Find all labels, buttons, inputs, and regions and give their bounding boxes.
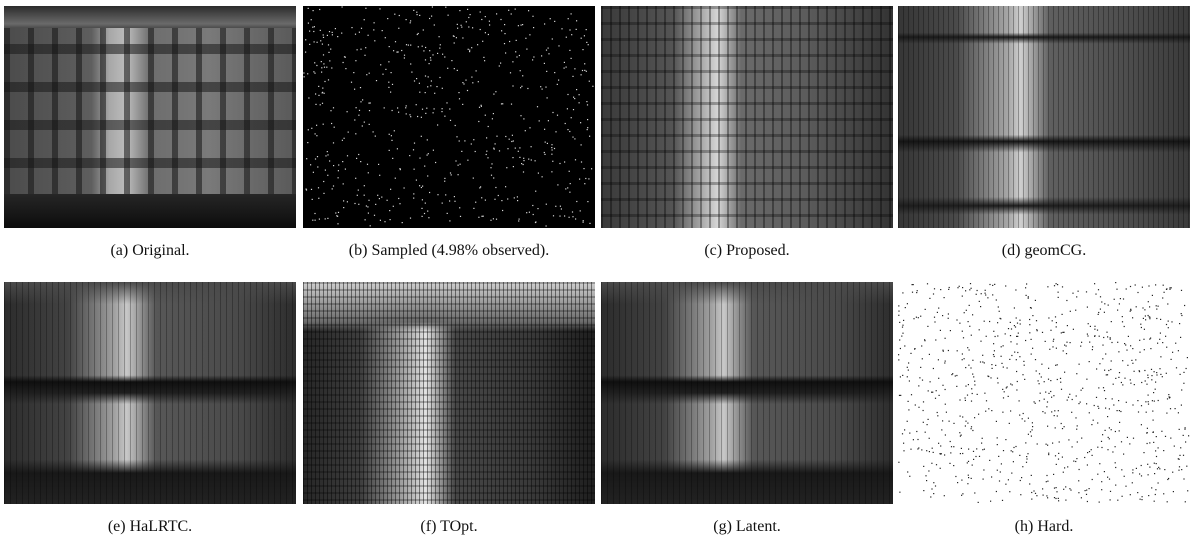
sampled-image [303, 6, 595, 228]
panel-geomcg: (d) geomCG. [898, 6, 1190, 259]
topt-image [303, 282, 595, 504]
panel-hard: (h) Hard. [898, 282, 1190, 535]
caption-original: (a) Original. [110, 242, 190, 259]
panel-original: (a) Original. [4, 6, 296, 259]
caption-topt: (f) TOpt. [420, 518, 478, 535]
caption-proposed: (c) Proposed. [704, 242, 790, 259]
halrtc-image [4, 282, 296, 504]
caption-halrtc: (e) HaLRTC. [107, 518, 193, 535]
geomcg-image [898, 6, 1190, 228]
original-image [4, 6, 296, 228]
panel-latent: (g) Latent. [601, 282, 893, 535]
latent-image [601, 282, 893, 504]
caption-hard: (h) Hard. [1014, 518, 1074, 535]
caption-latent: (g) Latent. [713, 518, 781, 535]
proposed-image [601, 6, 893, 228]
panel-proposed: (c) Proposed. [601, 6, 893, 259]
panel-sampled: (b) Sampled (4.98% observed). [303, 6, 595, 259]
caption-sampled: (b) Sampled (4.98% observed). [348, 242, 550, 259]
panel-topt: (f) TOpt. [303, 282, 595, 535]
caption-geomcg: (d) geomCG. [1001, 242, 1087, 259]
hard-image [898, 282, 1190, 504]
panel-halrtc: (e) HaLRTC. [4, 282, 296, 535]
